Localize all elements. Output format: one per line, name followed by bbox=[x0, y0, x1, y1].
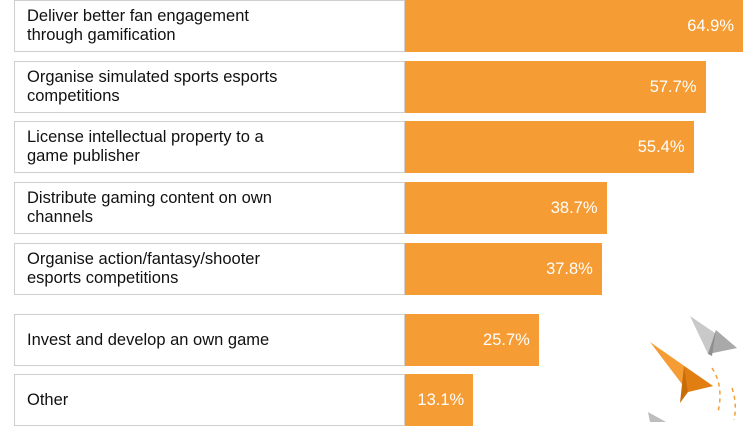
category-label-cell: Organise simulated sports esports compet… bbox=[14, 61, 405, 113]
category-label: Invest and develop an own game bbox=[27, 330, 270, 349]
category-label: Organise simulated sports esports compet… bbox=[27, 68, 278, 105]
bar-row: Invest and develop an own game 25.7% bbox=[14, 314, 743, 366]
category-label-cell: License intellectual property to a game … bbox=[14, 121, 405, 173]
category-label: Distribute gaming content on own channel… bbox=[27, 189, 272, 226]
bar-value-label: 57.7% bbox=[649, 77, 697, 96]
category-label: Deliver better fan engagement through ga… bbox=[27, 7, 249, 44]
bar-row: Deliver better fan engagement through ga… bbox=[14, 0, 743, 52]
category-label-cell: Other bbox=[14, 374, 405, 426]
category-label-cell: Deliver better fan engagement through ga… bbox=[14, 0, 405, 52]
bar-value-label: 38.7% bbox=[550, 198, 598, 217]
bar-value-label: 25.7% bbox=[483, 330, 530, 349]
bar-value-label: 13.1% bbox=[417, 390, 465, 409]
bar: 13.1% bbox=[405, 374, 474, 426]
category-label-cell: Invest and develop an own game bbox=[14, 314, 405, 366]
bar-value-label: 37.8% bbox=[546, 259, 593, 278]
bar-row: Distribute gaming content on own channel… bbox=[14, 182, 743, 234]
bar: 55.4% bbox=[405, 121, 694, 173]
bar-row: Other 13.1% bbox=[14, 374, 743, 426]
bar: 38.7% bbox=[405, 182, 607, 234]
category-label: Organise action/fantasy/shooter esports … bbox=[27, 250, 260, 287]
category-label: License intellectual property to a game … bbox=[27, 128, 264, 165]
bar-row: Organise action/fantasy/shooter esports … bbox=[14, 243, 743, 295]
bar-value-label: 55.4% bbox=[637, 137, 685, 156]
bar: 25.7% bbox=[405, 314, 539, 366]
category-label-cell: Distribute gaming content on own channel… bbox=[14, 182, 405, 234]
bar: 64.9% bbox=[405, 0, 743, 52]
bar-value-label: 64.9% bbox=[687, 16, 734, 35]
bar: 37.8% bbox=[405, 243, 602, 295]
bar-row: License intellectual property to a game … bbox=[14, 121, 743, 173]
bar: 57.7% bbox=[405, 61, 706, 113]
category-label: Other bbox=[27, 390, 69, 409]
bar-row: Organise simulated sports esports compet… bbox=[14, 61, 743, 113]
category-label-cell: Organise action/fantasy/shooter esports … bbox=[14, 243, 405, 295]
